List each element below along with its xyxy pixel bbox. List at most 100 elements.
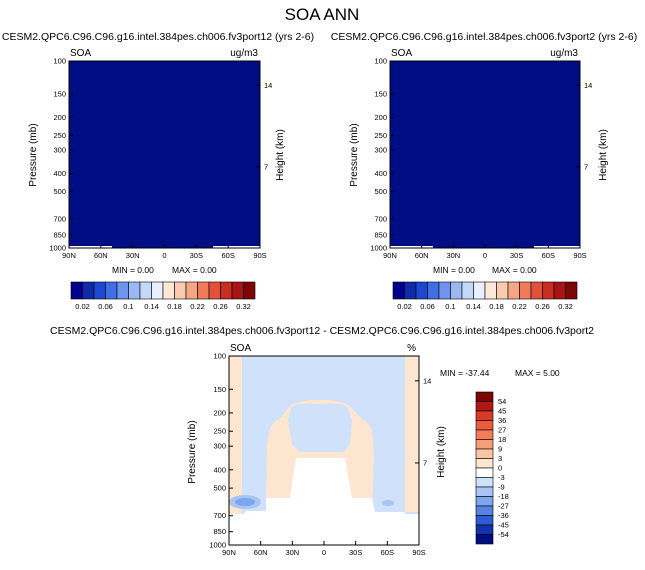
y-axis-ticks-top-left: 100 150 200 250 300 400 500 700 850 1000	[49, 57, 73, 253]
panel-title-difference: CESM2.QPC6.C96.C96.g16.intel.384pes.ch00…	[50, 325, 594, 337]
y-right-tick-label-top-right-1: 7	[584, 162, 588, 171]
colorbar-label-bottom-difference-9: -9	[498, 483, 505, 492]
colorbar-swatch-top-left-2	[93, 281, 106, 300]
y-axis-ticks-top-right: 100 150 200 250 300 400 500 700 850 1000	[370, 57, 394, 253]
y-tick-label-top-right-0: 100	[374, 57, 387, 66]
colorbar-swatch-bottom-difference-6	[475, 448, 494, 459]
colorbar-swatch-bottom-difference-14	[475, 524, 494, 535]
units-label-top-left: ug/m3	[230, 48, 258, 59]
colorbar-swatch-top-right-0	[392, 281, 405, 300]
colorbar-swatch-top-right-8	[484, 281, 497, 300]
y-tick-label-top-left-9: 1000	[49, 244, 66, 253]
x-tick-label-top-left-2: 30N	[126, 251, 140, 260]
colorbar-swatch-top-left-10	[185, 281, 198, 300]
colorbar-swatch-top-right-12	[530, 281, 543, 300]
x-tick-label-top-right-0: 90N	[383, 251, 397, 260]
colorbar-swatch-top-right-6	[461, 281, 474, 300]
x-tick-label-top-right-3: 0	[483, 251, 487, 260]
panel-difference: CESM2.QPC6.C96.C96.g16.intel.384pes.ch00…	[50, 325, 594, 557]
colorbar-swatch-top-left-15	[243, 281, 256, 300]
y-tick-label-top-right-3: 250	[374, 131, 387, 140]
colorbar-label-bottom-difference-6: 3	[498, 454, 502, 463]
colorbar-swatch-top-right-10	[507, 281, 520, 300]
panel-top-left: CESM2.QPC6.C96.C96.g16.intel.384pes.ch00…	[2, 31, 314, 311]
y-right-tick-label-top-right-0: 14	[584, 81, 592, 90]
colorbar-swatch-top-right-1	[404, 281, 417, 300]
y-tick-label-bottom-difference-6: 500	[213, 484, 226, 493]
colorbar-swatch-top-left-13	[220, 281, 233, 300]
colorbar-label-top-right-6: 0.26	[535, 302, 550, 311]
x-axis-ticks-difference: 90N 60N 30N 0 30S 60S 90S	[222, 541, 426, 557]
x-tick-label-top-left-6: 90S	[253, 251, 266, 260]
y-axis-ticks-difference: 100 150 200 250 300 400 500 700 850 1000	[209, 352, 233, 550]
colorbar-swatch-bottom-difference-11	[475, 496, 494, 507]
colorbar-swatch-bottom-difference-12	[475, 505, 494, 516]
x-tick-label-top-right-5: 60S	[542, 251, 555, 260]
colorbar-swatch-bottom-difference-13	[475, 515, 494, 526]
max-label-difference: MAX = 5.00	[515, 368, 560, 378]
colorbar-label-top-left-2: 0.1	[123, 302, 133, 311]
colorbar-label-top-left-6: 0.26	[213, 302, 228, 311]
y-tick-label-top-right-5: 400	[374, 169, 387, 178]
colorbar-swatch-top-left-9	[174, 281, 187, 300]
colorbar-label-top-left-1: 0.06	[98, 302, 113, 311]
colorbar-swatch-top-right-14	[553, 281, 566, 300]
colorbar-label-top-left-0: 0.02	[75, 302, 90, 311]
x-tick-label-top-left-5: 60S	[221, 251, 234, 260]
y-tick-label-top-left-6: 500	[53, 187, 66, 196]
colorbar-swatch-top-left-11	[197, 281, 210, 300]
y-tick-label-top-left-7: 700	[53, 215, 66, 224]
difference-field	[229, 356, 419, 545]
y-axis-right-label-difference: Height (km)	[436, 426, 447, 478]
colorbar-swatch-top-left-7	[151, 281, 164, 300]
colorbar-swatch-top-right-9	[496, 281, 509, 300]
colorbar-label-top-left-5: 0.22	[190, 302, 205, 311]
colorbar-swatch-top-left-5	[128, 281, 141, 300]
y-tick-label-bottom-difference-8: 850	[213, 527, 226, 536]
colorbar-swatch-top-left-12	[208, 281, 221, 300]
y-axis-right-ticks-top-left: 14 7	[256, 81, 272, 171]
min-label-top-left: MIN = 0.00	[112, 265, 154, 275]
x-tick-label-bottom-difference-4: 30S	[349, 548, 362, 557]
x-tick-label-top-right-6: 90S	[573, 251, 586, 260]
panel-title-top-right: CESM2.QPC6.C96.C96.g16.intel.384pes.ch00…	[331, 31, 637, 43]
x-tick-label-bottom-difference-6: 90S	[412, 548, 425, 557]
variable-label-top-left: SOA	[70, 48, 91, 59]
colorbar-swatch-bottom-difference-9	[475, 477, 494, 488]
colorbar-swatch-top-right-13	[542, 281, 555, 300]
colorbar-swatch-top-right-11	[519, 281, 532, 300]
colorbar-label-top-left-7: 0.32	[236, 302, 251, 311]
y-right-tick-label-bottom-difference-1: 7	[423, 458, 427, 467]
colorbar-top-right: 0.02 0.06 0.1 0.14 0.18 0.22 0.26 0.32	[392, 281, 578, 311]
y-tick-label-bottom-difference-5: 400	[213, 465, 226, 474]
region-positive-band-south	[405, 356, 419, 512]
colorbar-swatch-top-left-1	[82, 281, 95, 300]
colorbar-label-top-right-1: 0.06	[420, 302, 435, 311]
colorbar-label-bottom-difference-2: 36	[498, 416, 506, 425]
colorbar-label-bottom-difference-0: 54	[498, 397, 506, 406]
y-axis-label-difference: Pressure (mb)	[187, 420, 198, 483]
region-low-level-negative-core	[235, 498, 255, 506]
x-tick-label-top-left-3: 0	[162, 251, 166, 260]
x-tick-label-top-left-0: 90N	[62, 251, 76, 260]
colorbar-swatch-top-left-0	[70, 281, 83, 300]
colorbar-label-top-left-4: 0.18	[167, 302, 182, 311]
page-title: SOA ANN	[285, 5, 360, 24]
colorbar-label-bottom-difference-7: 0	[498, 464, 502, 473]
min-label-top-right: MIN = 0.00	[433, 265, 475, 275]
y-axis-right-ticks-top-right: 14 7	[576, 81, 592, 171]
colorbar-swatch-bottom-difference-0	[475, 391, 494, 402]
colorbar-swatch-top-left-14	[231, 281, 244, 300]
y-axis-right-ticks-difference: 14 7	[415, 376, 431, 467]
colorbar-swatch-top-left-4	[116, 281, 129, 300]
colorbar-swatch-bottom-difference-8	[475, 467, 494, 478]
y-axis-right-label-top-right: Height (km)	[598, 129, 609, 181]
colorbar-swatch-top-left-6	[139, 281, 152, 300]
x-tick-label-bottom-difference-1: 60N	[254, 548, 268, 557]
colorbar-label-bottom-difference-1: 45	[498, 407, 506, 416]
x-tick-label-bottom-difference-2: 30N	[285, 548, 299, 557]
y-right-tick-label-top-left-1: 7	[264, 162, 268, 171]
y-tick-label-bottom-difference-3: 250	[213, 427, 226, 436]
